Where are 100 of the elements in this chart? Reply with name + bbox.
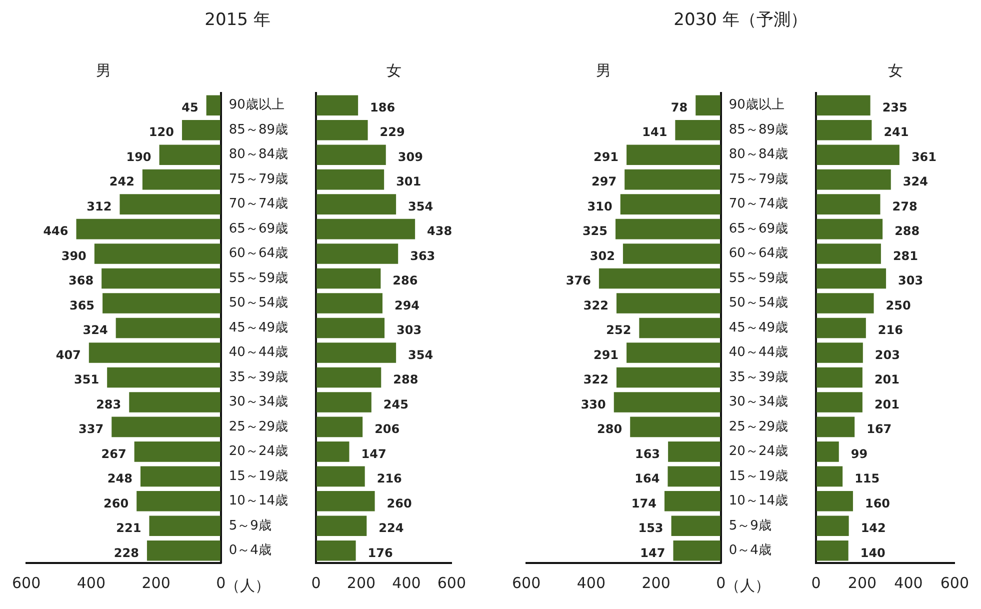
bar [316,466,365,487]
bar [639,318,720,338]
bar [664,491,720,512]
data-label: 310 [587,199,612,214]
data-label: 164 [634,472,660,486]
data-label: 351 [74,372,100,387]
bar [816,268,886,289]
data-label: 286 [392,274,418,288]
data-label: 140 [860,546,886,560]
chart-title: 2030 年（予測） [672,9,808,31]
y-tick-label: 30～34歳 [728,394,788,410]
data-label: 407 [56,348,81,362]
bar [316,95,358,116]
data-label: 303 [396,323,422,338]
y-tick-label: 30～34歳 [228,394,288,410]
data-label: 141 [642,125,668,140]
bar [120,194,220,214]
data-label: 245 [383,397,408,412]
bar [316,293,382,314]
x-tick-label: 400 [392,574,421,592]
data-label: 190 [126,150,152,164]
y-tick-label: 25～29歳 [728,419,788,434]
data-label: 322 [583,298,608,312]
bar [316,144,386,165]
y-tick-label: 5～9歳 [728,518,772,534]
data-label: 322 [583,372,608,387]
x-tick-label: 400 [576,574,606,592]
bar [94,244,220,264]
bar [316,516,367,536]
bar [149,516,220,536]
data-label: 288 [894,224,920,238]
data-label: 302 [590,248,615,263]
bar [316,244,398,264]
data-label: 167 [866,422,892,436]
data-label: 301 [396,174,422,189]
bar [146,540,220,561]
bar [816,218,883,240]
y-tick-label: 80～84歳 [728,147,788,162]
y-tick-label: 50～54歳 [728,296,788,311]
bar [182,120,220,140]
bar [675,120,720,140]
bar [598,268,720,289]
bar [620,194,720,214]
x-tick-label: 200 [642,574,670,592]
y-tick-label: 90歳以上 [228,98,284,113]
data-label: 45 [182,100,198,114]
y-tick-label: 70～74歳 [228,196,288,212]
data-label: 78 [670,100,688,114]
bar [316,194,396,214]
y-tick-label: 40～44歳 [228,345,288,360]
data-label: 390 [61,248,86,263]
data-label: 368 [68,274,94,288]
text: 男 [596,61,612,80]
bar [159,144,220,165]
y-tick-label: 75～79歳 [228,172,288,187]
text: 女 [386,61,402,80]
data-label: 160 [864,496,890,510]
data-label: 281 [892,248,918,263]
bar [816,244,881,264]
bar [816,466,843,487]
data-label: 228 [114,546,139,560]
x-tick-label: 400 [76,574,106,592]
x-tick-label: 600 [940,574,970,592]
series-label: 女 [888,61,903,80]
bar [816,120,872,140]
data-label: 147 [361,446,386,461]
data-label: 250 [886,298,911,312]
data-label: 294 [394,298,420,312]
data-label: 201 [874,372,900,387]
x-tick-label: 600 [512,574,541,592]
data-label: 201 [874,397,900,412]
bar [624,169,720,190]
bar [316,416,363,438]
y-tick-label: 55～59歳 [228,270,288,286]
bar [626,342,720,363]
y-tick-label: 65～69歳 [728,221,788,236]
data-label: 303 [898,274,924,288]
y-tick-label: 40～44歳 [728,345,788,360]
data-label: 267 [101,446,126,461]
text: 男 [96,61,112,80]
x-tick-label: 200 [346,574,376,592]
data-label: 325 [582,224,608,238]
data-label: 153 [638,521,664,536]
bar [816,169,891,190]
y-tick-label: 85～89歳 [728,122,788,138]
bar [816,194,880,214]
x-tick-label: 0 [216,574,226,592]
data-label: 297 [592,174,617,189]
bar [673,540,720,561]
bar [316,540,356,561]
data-label: 438 [427,224,452,238]
data-label: 324 [902,174,928,189]
data-label: 216 [878,323,903,338]
bar [614,392,720,412]
bar [616,367,720,388]
y-tick-label: 75～79歳 [728,172,788,187]
data-label: 229 [380,125,405,140]
y-tick-label: 20～24歳 [728,444,788,460]
data-label: 324 [82,323,108,338]
bar [626,144,720,165]
